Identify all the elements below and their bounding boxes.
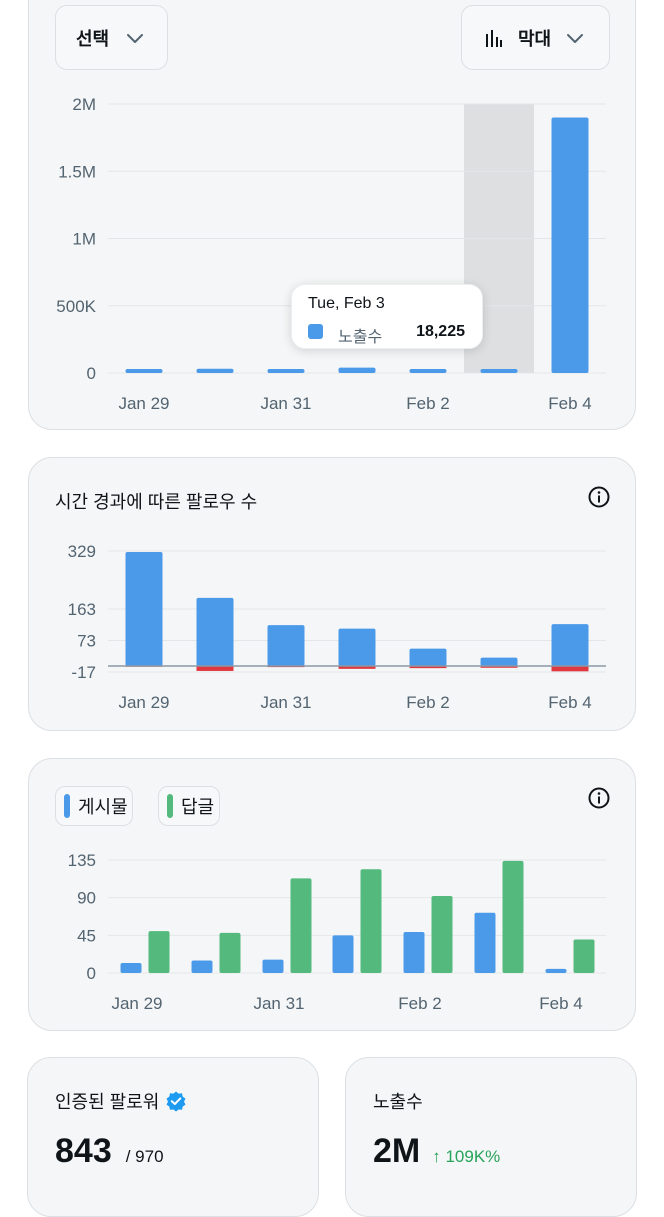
- legend-chip-replies[interactable]: 답글: [158, 786, 220, 826]
- bar-replies: [148, 931, 170, 973]
- x-tick-label: Jan 29: [118, 693, 169, 712]
- bar-negative: [480, 666, 518, 668]
- bar-posts: [545, 968, 567, 973]
- bar: [551, 117, 589, 373]
- chart-tooltip: Tue, Feb 3 노출수 18,225: [291, 284, 483, 349]
- bar: [480, 369, 518, 373]
- chart-type-dropdown[interactable]: 막대: [461, 5, 610, 70]
- y-tick-label: 163: [68, 600, 96, 619]
- y-tick-label: 0: [87, 964, 96, 983]
- x-tick-label: Jan 31: [253, 994, 304, 1013]
- y-tick-label: 73: [77, 632, 96, 651]
- bar-negative: [409, 666, 447, 669]
- y-tick-label: 45: [77, 926, 96, 945]
- y-tick-label: 500K: [56, 297, 96, 316]
- y-tick-label: 90: [77, 889, 96, 908]
- verified-followers-count: 843: [55, 1132, 112, 1170]
- x-tick-label: Feb 2: [398, 994, 441, 1013]
- y-tick-label: 1M: [72, 230, 96, 249]
- bar-posts: [332, 935, 354, 973]
- y-tick-label: 135: [68, 851, 96, 870]
- bar-posts: [474, 912, 496, 973]
- bar: [267, 369, 305, 373]
- bar: [196, 368, 234, 373]
- bar: [125, 369, 163, 373]
- bar-positive: [480, 657, 518, 667]
- x-tick-label: Feb 2: [406, 693, 449, 712]
- x-tick-label: Feb 2: [406, 394, 449, 413]
- bar: [338, 367, 376, 373]
- y-tick-label: 1.5M: [58, 162, 96, 181]
- x-tick-label: Jan 29: [111, 994, 162, 1013]
- bar-posts: [403, 931, 425, 973]
- legend-chip-posts[interactable]: 게시물: [55, 786, 133, 826]
- verified-followers-label: 인증된 팔로워: [55, 1092, 160, 1112]
- chevron-down-icon: [567, 33, 584, 43]
- info-icon[interactable]: [587, 786, 611, 810]
- x-tick-label: Jan 31: [260, 693, 311, 712]
- bar-posts: [120, 962, 142, 973]
- bar-positive: [551, 624, 589, 667]
- bar-negative: [196, 666, 234, 671]
- bar-replies: [431, 895, 453, 973]
- chevron-down-icon: [127, 33, 144, 43]
- y-tick-label: 329: [68, 542, 96, 561]
- bar-negative: [338, 666, 376, 669]
- legend-label-replies: 답글: [181, 797, 215, 817]
- bar-chart-icon: [486, 29, 502, 47]
- bar-replies: [290, 878, 312, 973]
- y-tick-label: -17: [71, 663, 96, 682]
- impressions-stat-value: 2M: [373, 1132, 421, 1170]
- bar-positive: [267, 625, 305, 667]
- select-label: 선택: [76, 28, 110, 49]
- tooltip-date: Tue, Feb 3: [308, 295, 385, 312]
- select-dropdown[interactable]: 선택: [55, 5, 168, 70]
- info-icon[interactable]: [587, 485, 611, 509]
- bar: [409, 369, 447, 373]
- posts-replies-chart: 135 90 45 0 Jan 29 Jan 31 Feb 2 Feb 4: [68, 851, 606, 1013]
- followers-chart-title: 시간 경과에 따른 팔로우 수: [55, 492, 258, 512]
- y-tick-label: 2M: [72, 95, 96, 114]
- bar-posts: [191, 960, 213, 973]
- impressions-stat-change: ↑ 109K%: [432, 1147, 501, 1166]
- x-tick-label: Jan 29: [118, 394, 169, 413]
- x-tick-label: Feb 4: [539, 994, 582, 1013]
- bar-negative: [551, 666, 589, 672]
- legend-swatch-posts: [64, 794, 70, 818]
- bar-replies: [502, 860, 524, 973]
- legend-label-posts: 게시물: [78, 797, 128, 817]
- x-tick-label: Feb 4: [548, 693, 591, 712]
- x-tick-label: Feb 4: [548, 394, 591, 413]
- x-tick-label: Jan 31: [260, 394, 311, 413]
- verified-badge-icon: [166, 1091, 186, 1112]
- y-tick-label: 0: [87, 364, 96, 383]
- bar-replies: [360, 869, 382, 973]
- chart-type-label: 막대: [518, 28, 552, 49]
- bar-replies: [219, 932, 241, 973]
- tooltip-value: 18,225: [416, 323, 465, 340]
- bar-replies: [573, 939, 595, 973]
- tooltip-swatch: [308, 324, 323, 339]
- followers-chart: 329 163 73 -17 Jan 29 Jan 31 Feb 2 Feb 4: [68, 542, 606, 712]
- bar-posts: [262, 959, 284, 973]
- bar-positive: [196, 597, 234, 667]
- impressions-stat-label: 노출수: [373, 1092, 423, 1112]
- impressions-card: 선택 막대: [28, 0, 636, 430]
- followers-card: 시간 경과에 따른 팔로우 수: [28, 457, 636, 731]
- bar-positive: [338, 628, 376, 667]
- tooltip-series-label: 노출수: [338, 329, 383, 346]
- impressions-stat-card[interactable]: 노출수 2M ↑ 109K%: [345, 1057, 637, 1217]
- bar-positive: [409, 648, 447, 667]
- verified-followers-total: / 970: [125, 1147, 164, 1166]
- verified-followers-card[interactable]: 인증된 팔로워 843 / 970: [27, 1057, 319, 1217]
- impressions-chart: 0 500K 1M 1.5M 2M Jan 29 Jan 31 Feb 2 Feb 4: [56, 95, 606, 413]
- legend-swatch-replies: [167, 794, 173, 818]
- bar-positive: [125, 552, 163, 667]
